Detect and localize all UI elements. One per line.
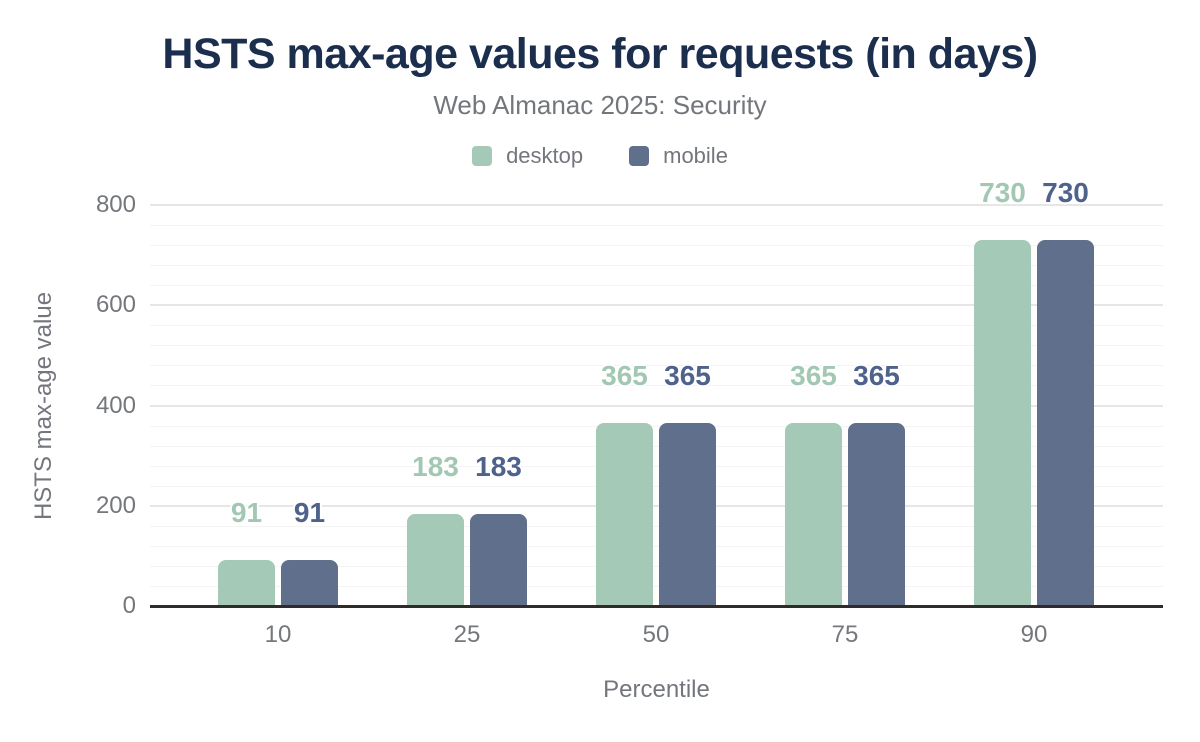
x-axis-line	[150, 605, 1163, 608]
legend-label-desktop: desktop	[506, 143, 584, 168]
gridline-minor	[150, 486, 1163, 487]
gridline-major	[150, 204, 1163, 206]
chart-subtitle: Web Almanac 2025: Security	[433, 90, 767, 120]
x-axis-title: Percentile	[603, 676, 710, 703]
gridline-minor	[150, 546, 1163, 547]
bar-mobile-p75	[848, 423, 905, 606]
gridline-major	[150, 505, 1163, 507]
gridline-minor	[150, 385, 1163, 386]
y-tick-label: 400	[95, 392, 136, 419]
gridline-major	[150, 405, 1163, 407]
x-tick-label-50: 50	[642, 621, 670, 648]
gridline-minor	[150, 526, 1163, 527]
legend-item-mobile: mobile	[629, 143, 728, 169]
legend-label-mobile: mobile	[663, 143, 728, 168]
legend: desktop mobile	[0, 143, 1200, 169]
y-tick-label: 0	[122, 592, 136, 619]
bar-desktop-p75	[785, 423, 842, 606]
y-tick-label: 600	[95, 291, 136, 318]
bar-mobile-p25	[470, 514, 527, 606]
bar-value-label-mobile-p90: 730	[1042, 177, 1089, 208]
bar-desktop-p25	[407, 514, 464, 606]
desktop-swatch-icon	[472, 146, 493, 166]
mobile-swatch-icon	[629, 146, 650, 166]
gridline-minor	[150, 466, 1163, 467]
gridline-minor	[150, 325, 1163, 326]
gridline-minor	[150, 285, 1163, 286]
x-tick-label-90: 90	[1020, 621, 1048, 648]
bar-mobile-p50	[659, 423, 716, 606]
bar-desktop-p90	[974, 240, 1031, 606]
gridline-minor	[150, 245, 1163, 246]
y-tick-label: 800	[95, 191, 136, 218]
y-axis-title: HSTS max-age value	[30, 291, 57, 521]
gridline-minor	[150, 345, 1163, 346]
x-tick-label-75: 75	[831, 621, 859, 648]
x-tick-label-10: 10	[264, 621, 292, 648]
bar-value-label-mobile-p50: 365	[664, 360, 711, 391]
y-tick-label: 200	[95, 492, 136, 519]
gridline-minor	[150, 426, 1163, 427]
legend-item-desktop: desktop	[472, 143, 583, 169]
bar-value-label-desktop-p90: 730	[979, 177, 1026, 208]
bar-mobile-p90	[1037, 240, 1094, 606]
gridline-minor	[150, 225, 1163, 226]
bar-value-label-mobile-p75: 365	[853, 360, 900, 391]
bar-mobile-p10	[281, 560, 338, 606]
bar-value-label-mobile-p10: 91	[293, 497, 326, 528]
bar-value-label-desktop-p75: 365	[790, 360, 837, 391]
gridline-minor	[150, 265, 1163, 266]
gridline-minor	[150, 365, 1163, 366]
chart-title: HSTS max-age values for requests (in day…	[162, 30, 1038, 78]
gridline-major	[150, 304, 1163, 306]
gridline-minor	[150, 586, 1163, 587]
bar-desktop-p10	[218, 560, 275, 606]
bar-desktop-p50	[596, 423, 653, 606]
gridline-minor	[150, 566, 1163, 567]
bar-value-label-desktop-p50: 365	[601, 360, 648, 391]
bar-value-label-mobile-p25: 183	[475, 451, 522, 482]
gridline-minor	[150, 446, 1163, 447]
x-tick-label-25: 25	[453, 621, 481, 648]
bar-value-label-desktop-p25: 183	[412, 451, 459, 482]
bar-value-label-desktop-p10: 91	[230, 497, 263, 528]
